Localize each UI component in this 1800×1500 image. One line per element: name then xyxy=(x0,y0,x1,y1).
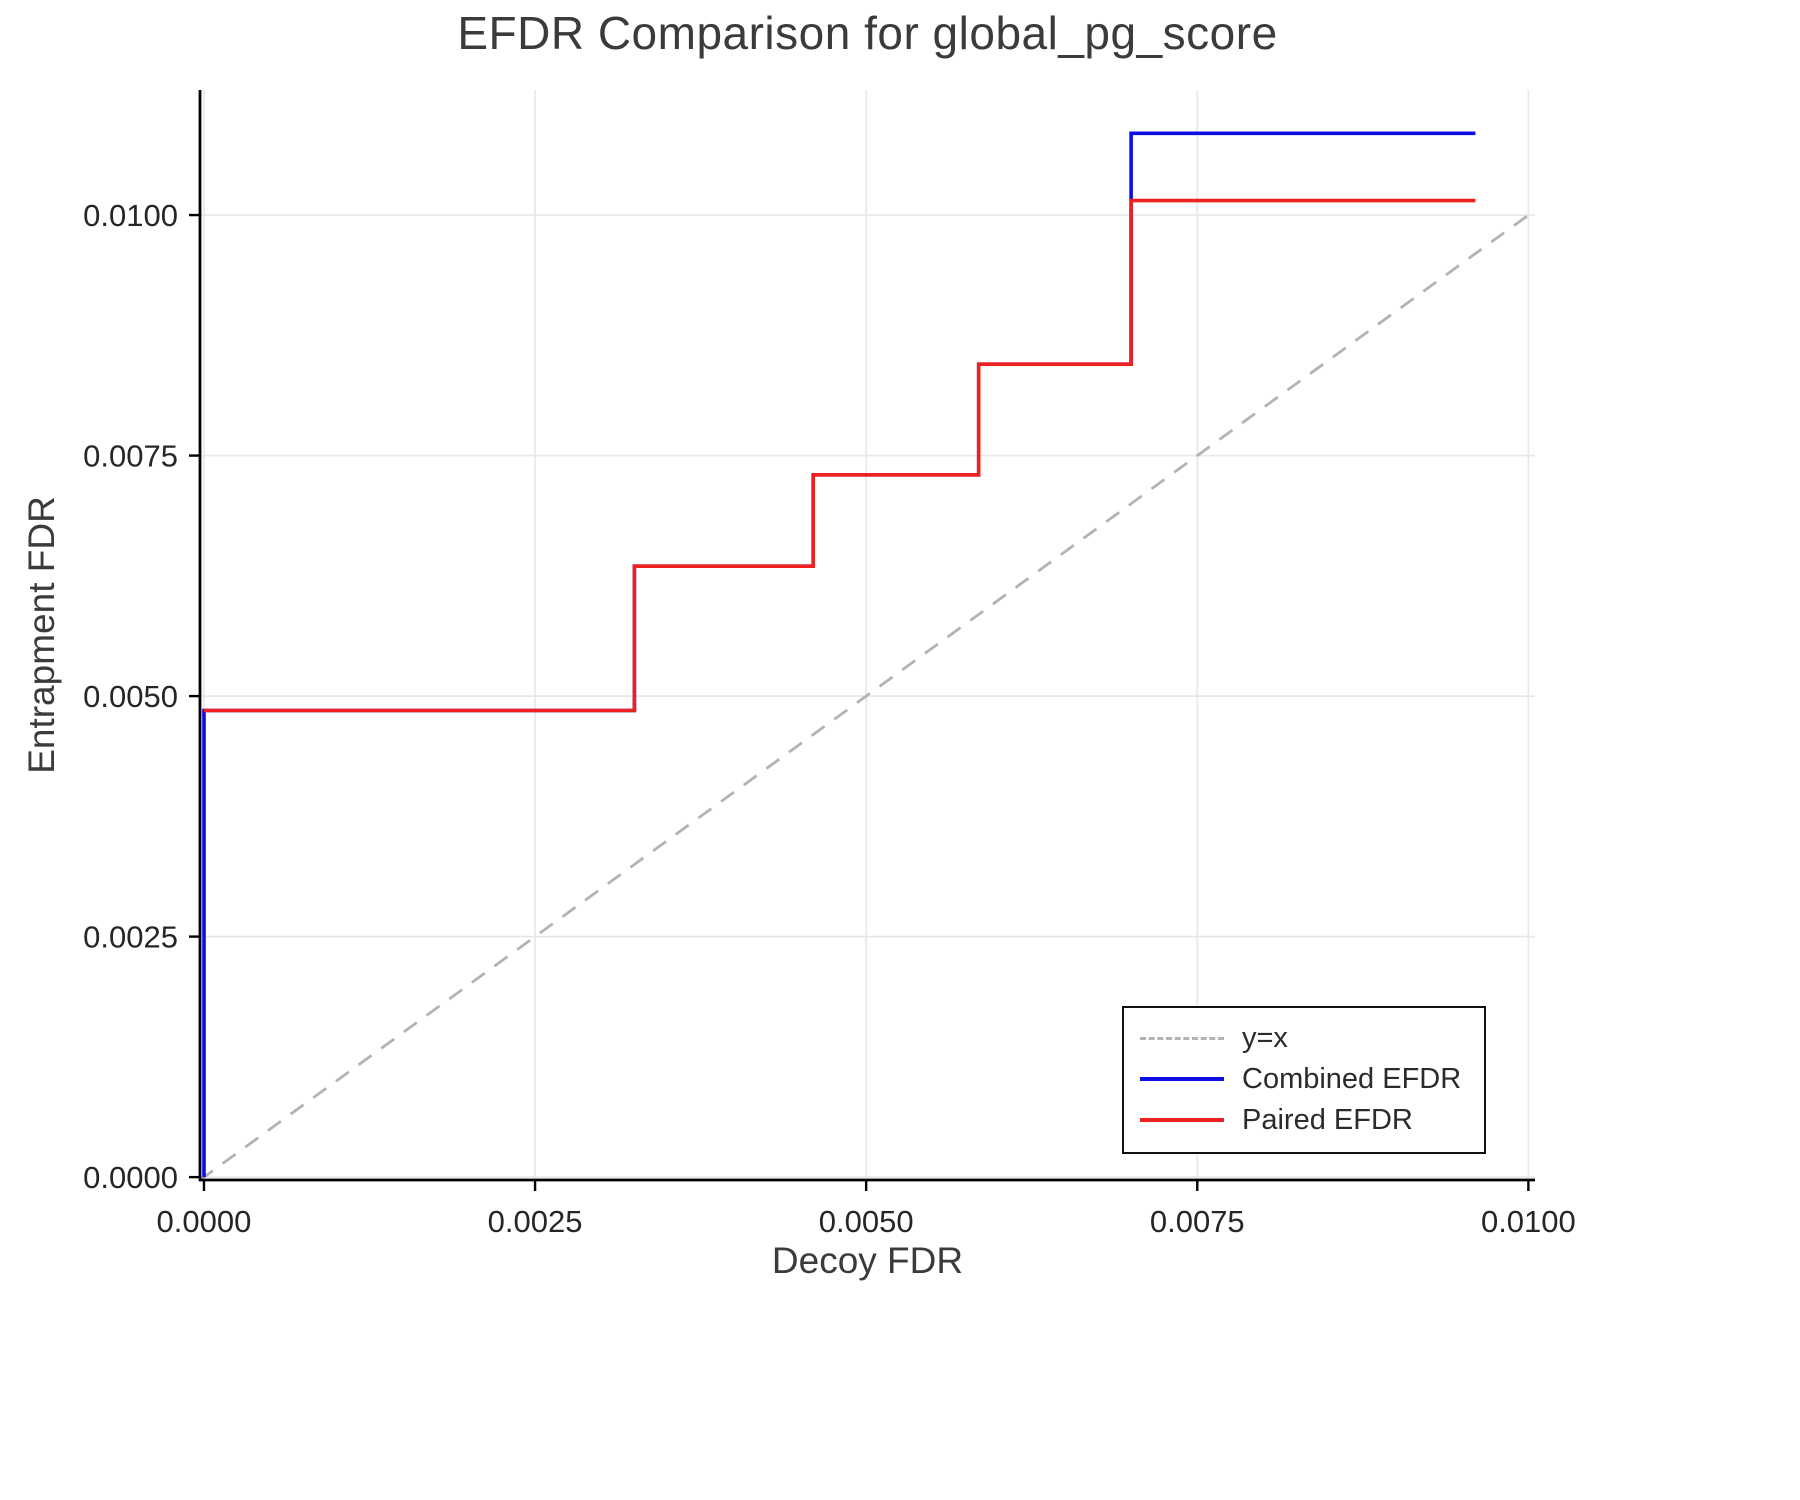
legend-item: Paired EFDR xyxy=(1140,1102,1468,1138)
x-tick-label: 0.0100 xyxy=(1481,1204,1576,1239)
legend-label: Combined EFDR xyxy=(1242,1062,1462,1095)
legend-line-sample xyxy=(1140,1036,1224,1040)
legend-label: Paired EFDR xyxy=(1242,1103,1413,1136)
y-tick-label: 0.0075 xyxy=(83,439,178,474)
x-tick-label: 0.0000 xyxy=(157,1204,252,1239)
y-tick-label: 0.0100 xyxy=(83,198,178,233)
x-tick-label: 0.0025 xyxy=(488,1204,583,1239)
y-tick-label: 0.0025 xyxy=(83,920,178,955)
y-tick-label: 0.0000 xyxy=(83,1160,178,1195)
legend-label: y=x xyxy=(1242,1021,1288,1054)
x-axis-label: Decoy FDR xyxy=(771,1240,964,1281)
legend-line-sample xyxy=(1140,1118,1224,1122)
x-tick-label: 0.0075 xyxy=(1150,1204,1245,1239)
series-line xyxy=(204,198,1476,713)
chart-title: EFDR Comparison for global_pg_score xyxy=(457,7,1278,59)
x-tick-label: 0.0050 xyxy=(819,1204,914,1239)
legend-item: Combined EFDR xyxy=(1140,1061,1468,1097)
y-tick-label: 0.0050 xyxy=(83,679,178,714)
legend-line-sample xyxy=(1140,1077,1224,1081)
series-line xyxy=(199,209,1536,1182)
y-axis-label: Entrapment FDR xyxy=(21,496,62,774)
legend-item: y=x xyxy=(1140,1020,1468,1056)
legend: y=x Combined EFDR Paired EFDR xyxy=(1122,1006,1486,1154)
